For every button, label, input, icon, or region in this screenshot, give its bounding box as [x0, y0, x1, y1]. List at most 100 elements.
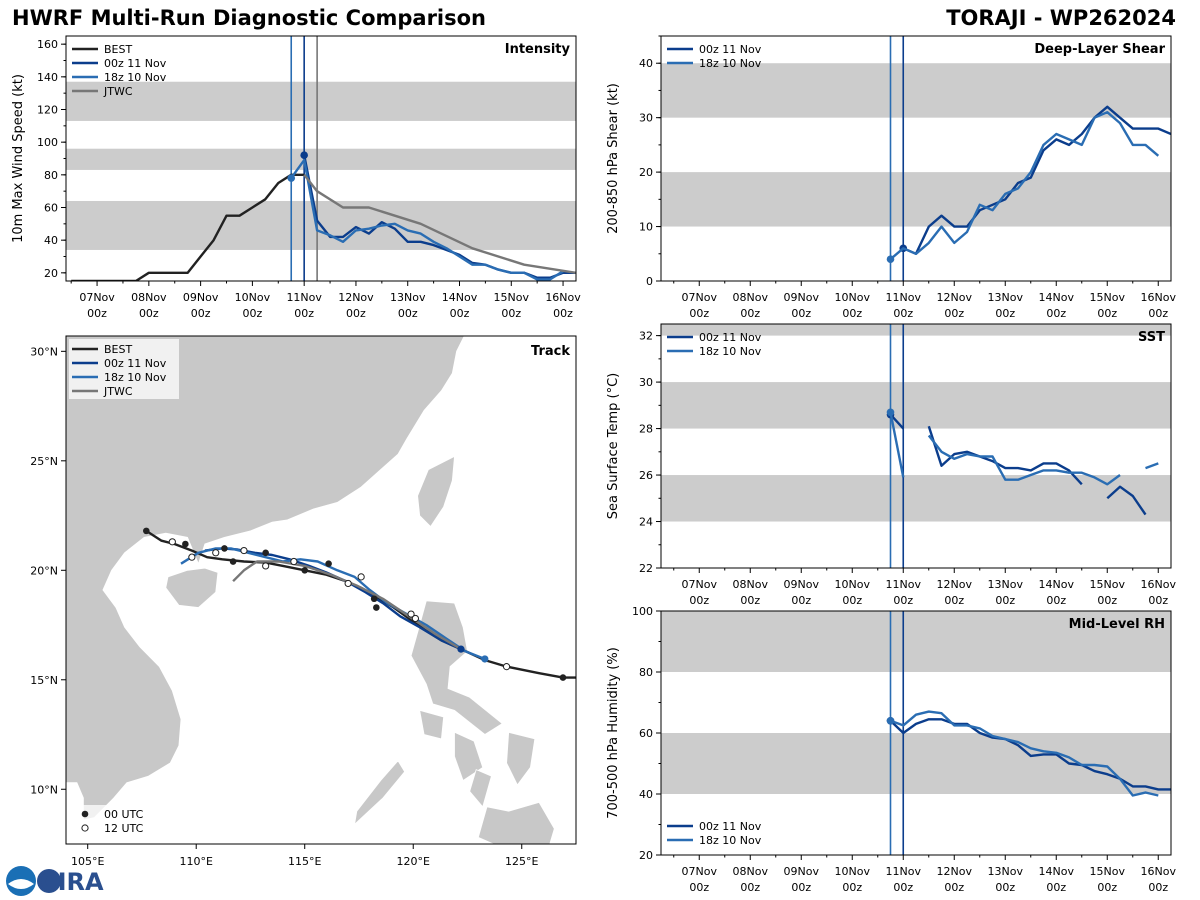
y-tick-label: 60: [639, 727, 653, 740]
y-tick-label: 30: [639, 112, 653, 125]
y-tick-label: 30: [639, 376, 653, 389]
plot-frame: [660, 35, 1172, 282]
x-tick-label-hour: 00z: [944, 594, 964, 607]
panel-title: SST: [1138, 330, 1165, 345]
lat-tick-label: 25°N: [30, 455, 58, 468]
legend-label: 00z 11 Nov: [104, 357, 167, 370]
x-tick-label-hour: 00z: [689, 881, 709, 894]
best-00utc-marker: [182, 540, 189, 548]
best-12utc-marker: [344, 579, 352, 588]
x-tick-label: 13Nov: [988, 291, 1024, 304]
x-tick-label: 13Nov: [988, 865, 1024, 878]
best-00utc-marker: [262, 549, 269, 557]
x-tick-label-hour: 00z: [944, 307, 964, 320]
best-00utc-marker: [325, 560, 332, 568]
legend-12utc-label: 12 UTC: [104, 822, 144, 835]
x-tick-label-hour: 00z: [740, 594, 760, 607]
legend-label: JTWC: [103, 385, 133, 398]
y-tick-label: 20: [639, 166, 653, 179]
x-tick-label: 13Nov: [390, 291, 426, 304]
shaded-band: [661, 611, 1171, 672]
best-12utc-marker: [411, 614, 420, 623]
x-tick-label: 08Nov: [733, 865, 769, 878]
x-tick-label-hour: 00z: [842, 594, 862, 607]
legend-label: 18z 10 Nov: [699, 834, 762, 847]
x-tick-label: 09Nov: [183, 291, 219, 304]
x-tick-label-hour: 00z: [995, 594, 1015, 607]
x-tick-label-hour: 00z: [1097, 307, 1117, 320]
x-tick-label-hour: 00z: [893, 881, 913, 894]
series-line-run00: [902, 105, 1171, 256]
x-tick-label: 11Nov: [286, 291, 322, 304]
x-tick-label: 10Nov: [235, 291, 271, 304]
series-line-run00: [927, 425, 1083, 486]
x-tick-label: 14Nov: [442, 291, 478, 304]
y-tick-label: 100: [37, 136, 58, 149]
lon-tick-label: 115°E: [288, 855, 321, 868]
x-tick-label-hour: 00z: [1046, 594, 1066, 607]
x-tick-label: 14Nov: [1039, 865, 1075, 878]
y-tick-label: 24: [639, 516, 653, 529]
x-tick-label: 11Nov: [886, 865, 922, 878]
y-tick-label: 80: [44, 169, 58, 182]
x-tick-label: 12Nov: [338, 291, 374, 304]
x-tick-label: 15Nov: [1090, 865, 1126, 878]
lon-tick-label: 125°E: [505, 855, 538, 868]
y-tick-label: 100: [632, 605, 653, 618]
best-12utc-marker: [240, 546, 248, 555]
init-point-run18: [886, 408, 895, 417]
samar-leyte-island: [506, 731, 536, 786]
map-frame: [65, 335, 577, 845]
shaded-band: [66, 81, 576, 121]
x-tick-label: 08Nov: [733, 291, 769, 304]
lon-tick-label: 110°E: [179, 855, 212, 868]
y-tick-label: 28: [639, 423, 653, 436]
legend-label: BEST: [104, 343, 132, 356]
x-tick-label-hour: 00z: [893, 594, 913, 607]
legend-label: JTWC: [103, 85, 133, 98]
lat-tick-label: 15°N: [30, 674, 58, 687]
legend-label: 00z 11 Nov: [699, 43, 762, 56]
x-tick-label: 09Nov: [784, 865, 820, 878]
best-12utc-marker: [290, 557, 298, 566]
y-tick-label: 80: [639, 666, 653, 679]
noaa-wave-icon: [8, 879, 34, 889]
best-12utc-marker: [262, 562, 270, 570]
x-tick-label: 07Nov: [79, 291, 115, 304]
y-tick-label: 40: [44, 234, 58, 247]
series-line-run18: [889, 110, 1160, 261]
init-point-run00: [300, 151, 308, 160]
best-12utc-marker: [188, 553, 196, 561]
lon-tick-label: 120°E: [397, 855, 430, 868]
best-00utc-marker: [559, 674, 567, 681]
shaded-band: [661, 324, 1171, 336]
lat-tick-label: 20°N: [30, 564, 58, 577]
x-tick-label-hour: 00z: [191, 307, 211, 320]
track-line-best: [145, 529, 576, 679]
best-00utc-marker: [370, 595, 378, 603]
x-tick-label-hour: 00z: [995, 881, 1015, 894]
x-tick-label: 16Nov: [1141, 291, 1177, 304]
series-line-run18: [290, 158, 564, 281]
taiwan-island: [417, 455, 455, 528]
x-tick-label-hour: 00z: [791, 594, 811, 607]
x-tick-label-hour: 00z: [842, 881, 862, 894]
x-tick-label-hour: 00z: [87, 307, 107, 320]
legend-00utc-marker: [81, 810, 89, 818]
y-tick-label: 60: [44, 202, 58, 215]
x-tick-label-hour: 00z: [1046, 307, 1066, 320]
x-tick-label: 07Nov: [682, 865, 718, 878]
x-tick-label: 10Nov: [835, 865, 871, 878]
x-tick-label: 11Nov: [886, 578, 922, 591]
x-tick-label-hour: 00z: [842, 307, 862, 320]
init-point-run18: [481, 655, 489, 663]
x-tick-label: 10Nov: [835, 291, 871, 304]
best-12utc-marker: [502, 663, 511, 671]
x-tick-label: 12Nov: [937, 291, 973, 304]
x-tick-label-hour: 00z: [1148, 881, 1168, 894]
hainan-island: [165, 567, 219, 608]
x-tick-label: 09Nov: [784, 578, 820, 591]
y-tick-label: 40: [639, 57, 653, 70]
series-line-run00: [889, 718, 1171, 791]
shaded-band: [661, 172, 1171, 227]
